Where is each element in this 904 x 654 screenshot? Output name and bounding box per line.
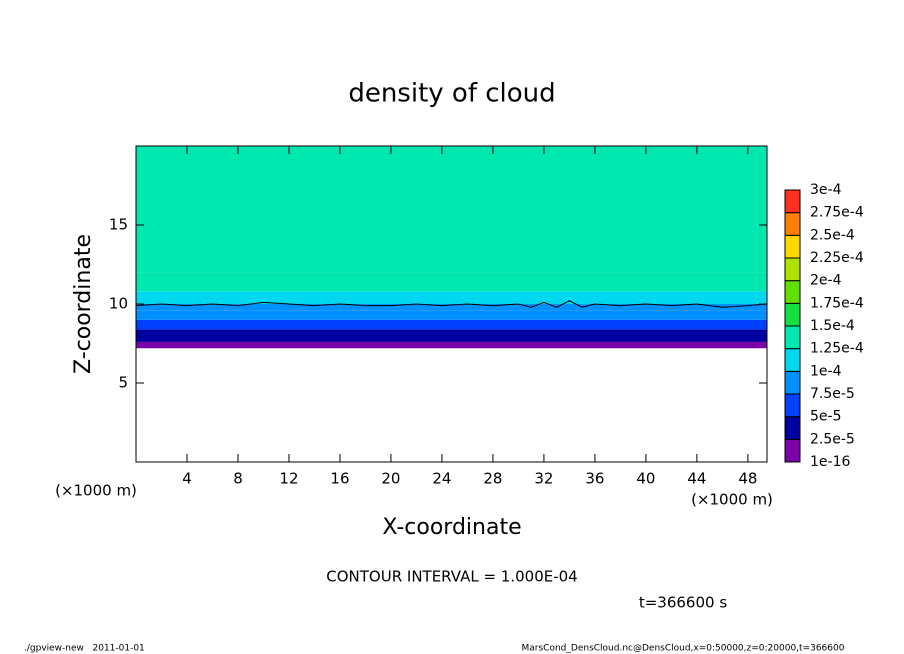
x-tick-label: 32 [534, 470, 553, 488]
field-layer [136, 310, 767, 320]
colorbar-box [784, 370, 801, 395]
footer-left: ./gpview-new 2011-01-01 [24, 644, 145, 654]
colorbar-box [784, 189, 801, 214]
x-unit: (×1000 m) [691, 491, 773, 509]
x-tick-label: 44 [687, 470, 706, 488]
colorbar-box [784, 325, 801, 350]
field-layer [136, 291, 767, 304]
time-label: t=366600 s [639, 594, 727, 612]
colorbar-label: 1.75e-4 [810, 295, 864, 311]
chart-title: density of cloud [348, 79, 555, 109]
colorbar-box [784, 280, 801, 304]
colorbar-label: 2.5e-4 [810, 227, 855, 243]
y-tick-label: 15 [109, 216, 128, 234]
colorbar-label: 2e-4 [810, 273, 842, 289]
x-tick-label: 36 [585, 470, 604, 488]
colorbar-box [784, 212, 801, 236]
colorbar-label: 1e-16 [810, 454, 850, 470]
colorbar-box [784, 302, 801, 327]
colorbar-label: 2.5e-5 [810, 431, 855, 447]
x-tick-label: 20 [381, 470, 400, 488]
colorbar-label: 1e-4 [810, 363, 842, 379]
contour-line [135, 300, 768, 308]
colorbar-label: 7.5e-5 [810, 386, 855, 402]
x-tick-label: 24 [432, 470, 451, 488]
field-layer [136, 341, 767, 349]
colorbar-box [784, 257, 801, 282]
colorbar-label: 1.5e-4 [810, 318, 855, 334]
colorbar-label: 5e-5 [810, 409, 841, 425]
field-layer [136, 272, 767, 292]
y-tick-label: 5 [118, 374, 128, 392]
y-unit: (×1000 m) [55, 482, 137, 500]
x-tick-label: 40 [636, 470, 655, 488]
field-layer [136, 329, 767, 342]
field-layer [136, 304, 767, 311]
x-tick-label: 16 [330, 470, 349, 488]
colorbar-box [784, 416, 801, 440]
contour-interval: CONTOUR INTERVAL = 1.000E-04 [326, 568, 577, 586]
x-tick-label: 4 [182, 470, 192, 488]
x-tick-label: 8 [233, 470, 243, 488]
field-layer [136, 319, 767, 330]
y-tick-label: 10 [109, 295, 128, 313]
colorbar-label: 2.25e-4 [810, 250, 864, 266]
colorbar-box [784, 438, 801, 463]
colorbar-label: 1.25e-4 [810, 341, 864, 357]
colorbar-box [784, 234, 801, 259]
colorbar-box [784, 393, 801, 418]
x-tick-label: 48 [738, 470, 757, 488]
y-axis-label: Z-coordinate [71, 234, 96, 374]
colorbar-box [784, 348, 801, 372]
colorbar-label: 3e-4 [810, 182, 842, 198]
x-axis-label: X-coordinate [382, 515, 521, 540]
field-layer [136, 146, 767, 273]
colorbar-label: 2.75e-4 [810, 205, 864, 221]
x-tick-label: 28 [483, 470, 502, 488]
x-tick-label: 12 [279, 470, 298, 488]
footer-right: MarsCond_DensCloud.nc@DensCloud,x=0:5000… [522, 644, 845, 654]
